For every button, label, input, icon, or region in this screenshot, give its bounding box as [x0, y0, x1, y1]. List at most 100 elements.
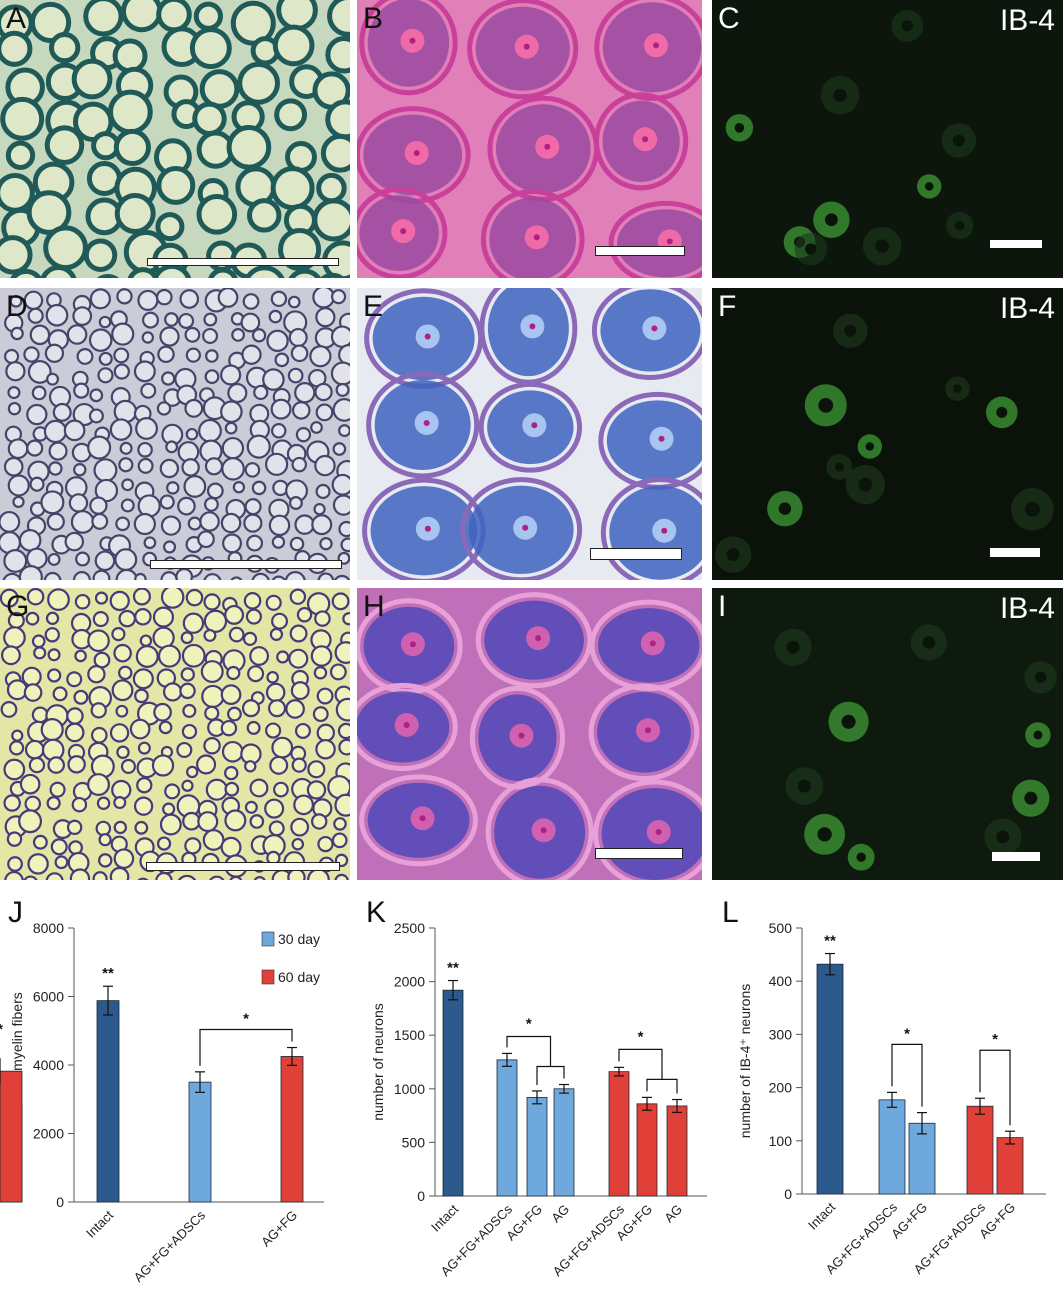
axon-ring	[156, 836, 172, 851]
x-tick-label: AG+FG+ADSCs	[131, 1207, 209, 1285]
axon-ring	[19, 773, 41, 795]
axon-ring	[183, 475, 207, 498]
axon-ring	[29, 324, 51, 346]
axon-ring	[115, 516, 130, 532]
axon-ring	[262, 368, 285, 391]
axon-ring	[315, 483, 331, 500]
panel-label-k: K	[366, 896, 387, 929]
axon-ring	[139, 634, 153, 647]
axon-ring	[327, 0, 350, 37]
axon-ring	[185, 588, 204, 607]
axon-ring	[137, 289, 159, 311]
axon-ring	[133, 512, 156, 536]
panel-label-h: H	[363, 590, 385, 623]
panel-label-g: G	[6, 590, 30, 623]
axon-ring	[320, 133, 350, 173]
axon-ring	[27, 360, 52, 384]
axon-ring	[129, 718, 151, 740]
axon-ring	[185, 347, 201, 363]
significance-star: *	[904, 1025, 910, 1042]
axon-ring	[253, 876, 266, 880]
scale-bar	[147, 258, 339, 266]
axon-ring	[140, 382, 157, 399]
significance-bracket	[536, 1065, 565, 1085]
axon-ring	[342, 612, 350, 626]
fluor-texture-c	[725, 10, 977, 266]
axon-ring	[89, 388, 104, 403]
axon-ring	[98, 351, 113, 366]
axon-ring	[121, 478, 135, 492]
bar-ag-60day	[666, 1105, 688, 1197]
neuron-nucleus	[778, 502, 792, 515]
axon-ring	[115, 704, 129, 718]
significance-stars: **	[102, 965, 114, 982]
panel-label-i: I	[718, 590, 727, 623]
axon-ring	[98, 315, 112, 329]
axon-ring	[317, 835, 334, 853]
axon-ring	[294, 381, 316, 404]
significance-bracket	[506, 1035, 552, 1067]
axon-ring	[18, 565, 43, 580]
axon-ring	[73, 382, 90, 399]
bar-intact-intact	[442, 989, 464, 1197]
axon-ring	[47, 668, 62, 683]
axon-ring	[40, 265, 77, 278]
x-tick-label: Intact	[805, 1199, 838, 1232]
axon-ring	[72, 306, 93, 327]
axon-ring	[241, 699, 261, 718]
axon-ring	[220, 364, 242, 386]
cell-capsule	[480, 189, 585, 278]
axon-ring	[180, 667, 195, 682]
axon-ring	[288, 648, 309, 669]
neuron-nucleus	[817, 827, 832, 842]
axon-ring	[197, 530, 215, 549]
significance-star: *	[243, 1011, 249, 1028]
axon-ring	[307, 760, 326, 779]
axon-ring	[181, 779, 194, 792]
axon-ring	[314, 454, 336, 477]
ib4-label: IB-4	[999, 592, 1055, 625]
axon-ring	[334, 793, 350, 817]
panel-label-j: J	[8, 896, 23, 929]
axon-ring	[224, 421, 238, 435]
axon-ring	[184, 326, 201, 343]
axon-ring	[157, 345, 175, 364]
axon-ring	[226, 665, 241, 681]
axon-ring	[249, 814, 265, 829]
axon-ring	[132, 668, 154, 690]
axon-ring	[52, 402, 72, 422]
axon-ring	[253, 384, 269, 401]
axon-ring	[32, 834, 48, 850]
axon-ring	[29, 476, 45, 492]
significance-star: *	[0, 1021, 3, 1038]
axon-ring	[332, 398, 350, 422]
neuron-nucleus	[833, 88, 847, 103]
y-tick-label: 2000	[33, 1126, 64, 1142]
axon-ring	[201, 684, 225, 709]
axon-ring	[244, 498, 262, 516]
neuron-nucleus	[797, 779, 811, 793]
axon-ring	[74, 649, 87, 663]
neuron-nucleolus	[658, 435, 665, 442]
legend-label: 30 day	[278, 931, 320, 947]
neuron-nucleus	[901, 20, 913, 32]
axon-ring	[325, 99, 350, 140]
axon-ring	[43, 225, 88, 271]
neuron-nucleolus	[409, 641, 416, 648]
cell-capsule	[359, 774, 478, 867]
axon-ring	[45, 872, 64, 880]
axon-ring	[66, 324, 88, 345]
axon-ring	[334, 873, 349, 880]
neuron-nucleolus	[661, 527, 668, 534]
panel-e-ganglion-micrograph: E	[357, 288, 702, 580]
axon-ring	[335, 697, 350, 722]
panel-label-c: C	[718, 2, 740, 35]
axon-ring	[222, 533, 242, 554]
axon-ring	[224, 781, 240, 797]
axon-ring	[156, 0, 192, 33]
axon-ring	[137, 441, 153, 458]
axon-ring	[197, 811, 219, 833]
neuron-nucleolus	[522, 524, 529, 531]
axon-ring	[311, 813, 328, 830]
axon-ring	[156, 401, 172, 416]
